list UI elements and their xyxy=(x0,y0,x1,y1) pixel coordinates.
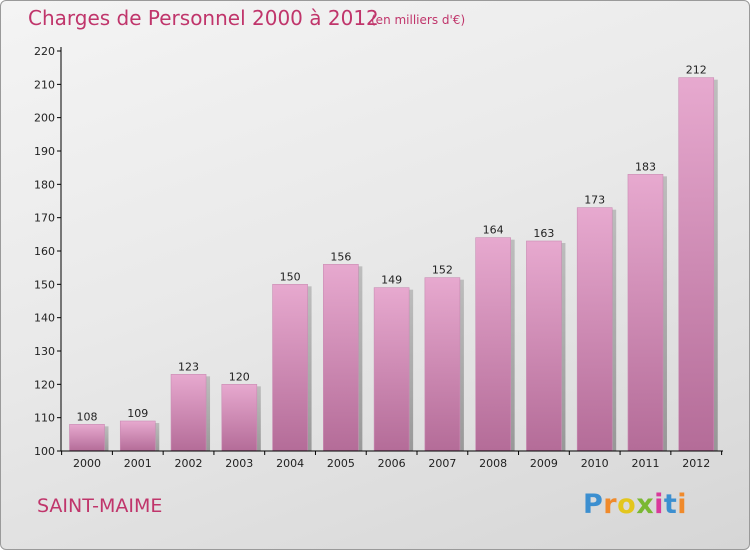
x-tick-label: 2002 xyxy=(175,457,203,470)
bar xyxy=(69,424,105,452)
data-label: 183 xyxy=(635,160,656,173)
bar xyxy=(576,207,613,452)
data-label: 149 xyxy=(381,274,402,287)
y-tick-label: 150 xyxy=(34,278,55,291)
axis-layer xyxy=(57,47,723,455)
y-tick-label: 220 xyxy=(34,45,55,58)
x-tick-label: 2009 xyxy=(530,457,558,470)
data-label: 120 xyxy=(229,370,250,383)
y-tick-label: 180 xyxy=(34,178,55,191)
x-tick-label: 2011 xyxy=(631,457,659,470)
data-label: 212 xyxy=(686,64,707,77)
x-tick-label: 2007 xyxy=(428,457,456,470)
bar xyxy=(272,284,308,452)
x-tick-label: 2008 xyxy=(479,457,507,470)
logo-letter: r xyxy=(603,489,618,520)
logo-letter: P xyxy=(583,489,604,520)
labels-layer: 108 2000 109 2001 123 2002 120 2003 150 2004 156 20… xyxy=(34,45,710,470)
bar xyxy=(526,240,562,452)
y-tick-label: 120 xyxy=(34,378,55,391)
y-tick-label: 160 xyxy=(34,245,55,258)
logo-letter: i xyxy=(677,489,688,520)
bar xyxy=(475,237,511,452)
x-tick-label: 2004 xyxy=(276,457,304,470)
y-tick-label: 210 xyxy=(34,78,55,91)
x-tick-label: 2000 xyxy=(73,457,101,470)
bar xyxy=(170,374,207,452)
bar xyxy=(119,420,156,452)
data-label: 173 xyxy=(584,194,605,207)
bar xyxy=(221,384,258,452)
bar xyxy=(373,287,410,452)
y-tick-label: 140 xyxy=(34,312,55,325)
y-tick-label: 170 xyxy=(34,212,55,225)
x-tick-label: 2006 xyxy=(378,457,406,470)
commune-name: SAINT-MAIME xyxy=(37,495,163,517)
y-tick-label: 100 xyxy=(34,445,55,458)
x-tick-label: 2003 xyxy=(225,457,253,470)
x-tick-label: 2012 xyxy=(682,457,710,470)
bars-layer xyxy=(69,77,718,452)
bar xyxy=(424,277,461,452)
y-tick-label: 130 xyxy=(34,345,55,358)
data-label: 108 xyxy=(77,410,98,423)
chart-title: Charges de Personnel 2000 à 2012 xyxy=(28,6,379,30)
data-label: 152 xyxy=(432,264,453,277)
x-tick-label: 2005 xyxy=(327,457,355,470)
data-label: 156 xyxy=(330,250,351,263)
y-tick-label: 200 xyxy=(34,112,55,125)
logo-letter: t xyxy=(663,489,678,520)
bar xyxy=(678,77,715,452)
x-tick-label: 2001 xyxy=(124,457,152,470)
data-label: 123 xyxy=(178,360,199,373)
bar xyxy=(323,264,359,452)
data-label: 163 xyxy=(533,227,554,240)
x-tick-label: 2010 xyxy=(581,457,609,470)
y-tick-label: 110 xyxy=(34,412,55,425)
data-label: 150 xyxy=(280,270,301,283)
data-label: 164 xyxy=(483,224,504,237)
data-label: 109 xyxy=(127,407,148,420)
bar xyxy=(627,174,664,452)
proxiti-logo: Proxiti xyxy=(583,489,687,520)
y-tick-label: 190 xyxy=(34,145,55,158)
logo-letter: o xyxy=(617,489,637,520)
chart-subtitle: (en milliers d'€) xyxy=(371,13,466,27)
logo-letter: i xyxy=(654,489,664,520)
logo-letter: x xyxy=(636,489,655,520)
